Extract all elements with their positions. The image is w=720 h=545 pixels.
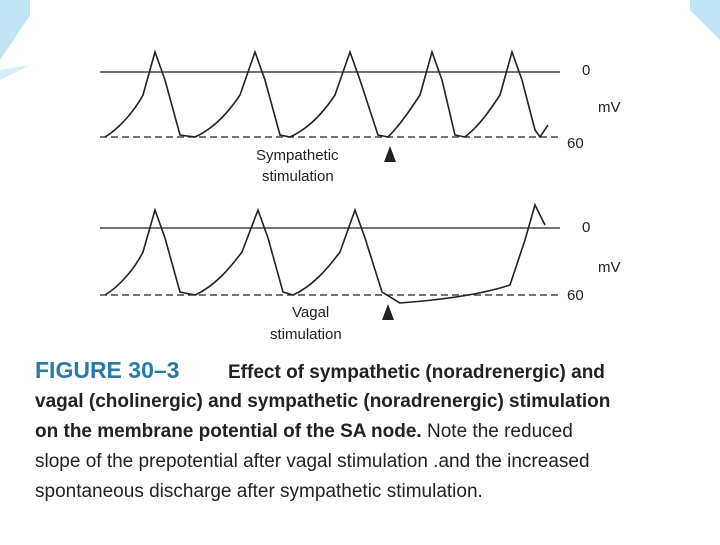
zero-label: 0 xyxy=(582,62,590,79)
stimulus-arrow xyxy=(382,304,394,320)
stimulus-label: stimulation xyxy=(262,168,334,185)
stimulus-label: stimulation xyxy=(270,326,342,343)
baseline-label: 60 xyxy=(567,287,584,304)
stimulus-label: Sympathetic xyxy=(256,147,339,164)
caption-line: slope of the prepotential after vagal st… xyxy=(35,451,590,472)
action-potential-trace xyxy=(104,49,549,139)
caption-bold: on the membrane potential of the SA node… xyxy=(35,421,422,442)
caption-line: on the membrane potential of the SA node… xyxy=(35,421,573,442)
corner-decoration xyxy=(0,65,30,80)
figure-label: FIGURE 30–3 xyxy=(35,357,179,383)
zero-label: 0 xyxy=(582,219,590,236)
baseline-label: 60 xyxy=(567,135,584,152)
caption-line: Effect of sympathetic (noradrenergic) an… xyxy=(228,362,605,383)
stimulus-label: Vagal xyxy=(292,304,329,321)
caption-line: vagal (cholinergic) and sympathetic (nor… xyxy=(35,391,610,412)
caption-line: spontaneous discharge after sympathetic … xyxy=(35,481,483,502)
unit-label: mV xyxy=(598,99,621,116)
action-potential-trace xyxy=(104,202,546,304)
caption-normal: Note the reduced xyxy=(427,421,573,442)
stimulus-arrow xyxy=(384,146,396,162)
unit-label: mV xyxy=(598,259,621,276)
